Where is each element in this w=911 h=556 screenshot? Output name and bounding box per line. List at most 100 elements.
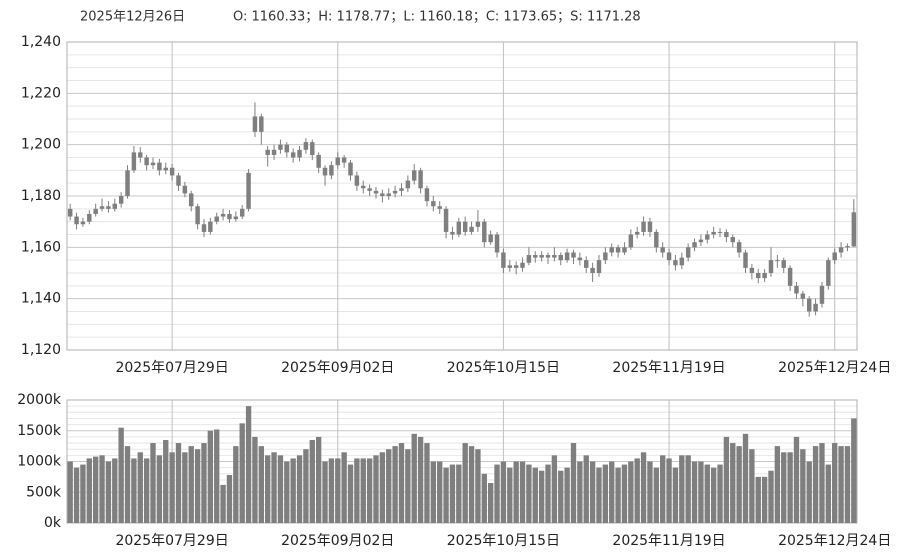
volume-bar <box>398 443 405 523</box>
volume-bar <box>303 449 309 523</box>
candle-body <box>673 260 678 266</box>
volume-bar <box>691 461 698 523</box>
candle-body <box>322 167 328 176</box>
candle-body <box>698 239 704 243</box>
candle-body <box>819 285 825 304</box>
volume-bar <box>245 406 252 523</box>
candle-body <box>208 221 213 232</box>
candle-body <box>513 265 519 268</box>
candle-body <box>80 221 86 225</box>
volume-bar <box>487 483 494 523</box>
candle-body <box>316 154 321 168</box>
candle-body <box>724 231 729 238</box>
volume-bar <box>774 446 781 523</box>
candle-body <box>641 221 646 232</box>
volume-bar <box>379 452 386 523</box>
volume-bar <box>411 433 417 523</box>
volume-bar <box>583 455 589 523</box>
volume-bar <box>443 467 449 523</box>
candle-body <box>717 231 723 233</box>
candle-body <box>201 224 207 232</box>
y-tick-label: 500k <box>26 484 62 500</box>
y-tick-label: 1,200 <box>21 137 61 153</box>
candle-body <box>386 193 391 196</box>
volume-bar <box>634 458 640 523</box>
volume-bar <box>481 473 487 523</box>
candle-body <box>233 216 239 220</box>
candle-body <box>533 255 538 258</box>
volume-bar <box>163 439 169 523</box>
candle-body <box>290 152 296 158</box>
volume-bar <box>258 446 264 523</box>
volume-bar <box>768 470 774 523</box>
candle-body <box>539 255 544 258</box>
x-tick-label: 2025年10月15日 <box>447 360 560 376</box>
candle-body <box>660 247 665 253</box>
volume-bar <box>513 461 519 523</box>
candle-body <box>297 149 302 158</box>
header-date: 2025年12月26日 <box>80 10 185 25</box>
y-tick-label: 2000k <box>17 392 62 408</box>
candle-body <box>99 206 105 209</box>
volume-bar <box>653 467 659 523</box>
volume-bar <box>615 467 621 523</box>
candle-body <box>838 247 844 253</box>
volume-bar <box>80 464 86 523</box>
candle-body <box>705 234 710 240</box>
volume-bar <box>609 461 615 523</box>
candle-body <box>762 273 767 279</box>
volume-bar <box>723 436 730 523</box>
candle-body <box>125 170 130 196</box>
candle-body <box>335 157 340 166</box>
candle-body <box>431 201 436 207</box>
volume-bar <box>430 461 437 523</box>
volume-bar <box>717 464 723 523</box>
volume-bar <box>366 458 373 523</box>
candle-body <box>456 221 462 235</box>
candle-body <box>118 196 124 204</box>
candle-body <box>367 188 372 191</box>
volume-bar <box>628 461 634 523</box>
volume-bar <box>214 429 220 523</box>
candle-body <box>354 175 360 186</box>
y-tick-label: 1,120 <box>21 342 61 358</box>
volume-bar <box>736 446 742 523</box>
volume-bar <box>424 443 430 523</box>
candle-body <box>469 226 474 232</box>
x-tick-label: 2025年07月29日 <box>115 533 228 549</box>
volume-bar <box>462 443 468 523</box>
candle-body <box>482 221 487 243</box>
candle-body <box>341 157 347 163</box>
candle-body <box>794 285 799 294</box>
volume-bar <box>704 464 710 523</box>
x-tick-label: 2025年11月19日 <box>612 533 725 549</box>
candle-body <box>564 252 570 261</box>
volume-bar <box>252 436 258 523</box>
volume-bar <box>182 452 188 523</box>
candle-body <box>144 157 149 166</box>
volume-bar <box>589 461 596 523</box>
volume-bar <box>239 423 245 523</box>
x-tick-label: 2025年09月02日 <box>281 533 394 549</box>
volume-bar <box>417 436 424 523</box>
volume-bar <box>825 464 832 523</box>
y-tick-label: 1500k <box>17 423 62 439</box>
candle-body <box>67 208 73 217</box>
candle-body <box>736 242 742 253</box>
candle-body <box>284 144 290 153</box>
volume-bar <box>335 458 341 523</box>
candle-body <box>176 175 181 186</box>
volume-bar <box>494 464 500 523</box>
volume-bar <box>564 467 570 523</box>
candle-body <box>507 265 513 268</box>
candle-body <box>832 252 837 261</box>
candle-body <box>577 257 583 261</box>
volume-bar <box>449 464 456 523</box>
volume-bar <box>532 467 538 523</box>
candle-body <box>450 231 455 235</box>
volume-bar <box>577 461 583 523</box>
candle-body <box>93 208 98 214</box>
volume-bar <box>118 427 124 523</box>
y-tick-label: 1000k <box>17 454 62 470</box>
